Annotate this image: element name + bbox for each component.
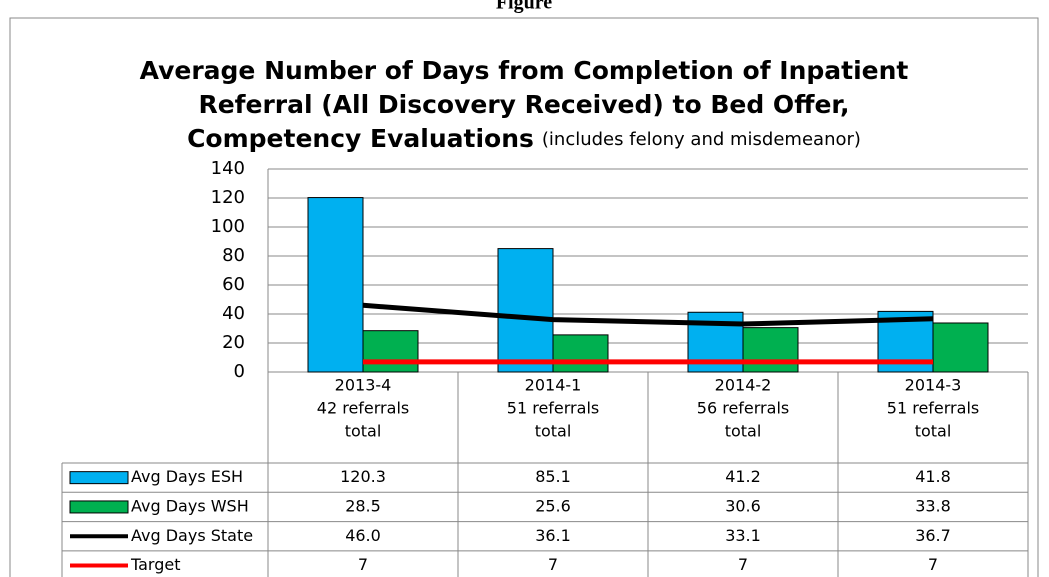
table-value: 33.8 (915, 496, 951, 515)
x-tick-label: 51 referrals (507, 399, 599, 418)
line-series (362, 302, 934, 327)
table-value: 30.6 (725, 496, 761, 515)
table-value: 7 (928, 555, 938, 574)
legend-label: Avg Days State (131, 526, 253, 545)
x-tick-label: 42 referrals (317, 399, 409, 418)
y-tick-label: 20 (222, 332, 245, 353)
legend-label: Target (130, 555, 181, 574)
table-value: 120.3 (340, 467, 386, 486)
x-tick-label: 2014-3 (905, 376, 962, 395)
bar (552, 334, 609, 373)
x-tick-label: total (535, 422, 572, 441)
y-tick-label: 80 (222, 245, 245, 266)
chart-title: Referral (All Discovery Received) to Bed… (198, 90, 849, 119)
table-value: 41.8 (915, 467, 951, 486)
chart-title: Average Number of Days from Completion o… (140, 56, 909, 85)
figure-header: Figure (496, 0, 552, 14)
table-value: 41.2 (725, 467, 761, 486)
y-tick-label: 140 (211, 158, 245, 179)
legend-label: Avg Days WSH (131, 496, 249, 515)
x-tick-label: 2014-2 (715, 376, 772, 395)
table-value: 7 (548, 555, 558, 574)
x-tick-label: total (345, 422, 382, 441)
table-value: 85.1 (535, 467, 571, 486)
bar (742, 327, 799, 373)
y-tick-label: 100 (211, 216, 245, 237)
y-tick-label: 0 (234, 361, 245, 382)
x-tick-label: 2014-1 (525, 376, 582, 395)
x-tick-label: 51 referrals (887, 399, 979, 418)
x-tick-label: total (915, 422, 952, 441)
chart-subtitle: (includes felony and misdemeanor) (542, 129, 861, 150)
bar (932, 322, 989, 373)
table-value: 33.1 (725, 526, 761, 545)
bar (497, 248, 554, 373)
chart-title: Competency Evaluations (includes felony a… (187, 124, 861, 153)
bar (362, 330, 419, 373)
y-tick-label: 40 (222, 303, 245, 324)
y-tick-label: 60 (222, 274, 245, 295)
table-value: 28.5 (345, 496, 381, 515)
legend-label: Avg Days ESH (131, 467, 243, 486)
bar (307, 197, 364, 373)
table-value: 36.1 (535, 526, 571, 545)
table-value: 46.0 (345, 526, 381, 545)
table-value: 36.7 (915, 526, 951, 545)
x-tick-label: 56 referrals (697, 399, 789, 418)
y-tick-label: 120 (211, 187, 245, 208)
chart-title: Competency Evaluations (187, 124, 534, 153)
x-tick-label: 2013-4 (335, 376, 392, 395)
table-value: 25.6 (535, 496, 571, 515)
table-value: 7 (358, 555, 368, 574)
legend-key (69, 471, 129, 485)
x-tick-label: total (725, 422, 762, 441)
legend-key (69, 500, 129, 514)
table-value: 7 (738, 555, 748, 574)
